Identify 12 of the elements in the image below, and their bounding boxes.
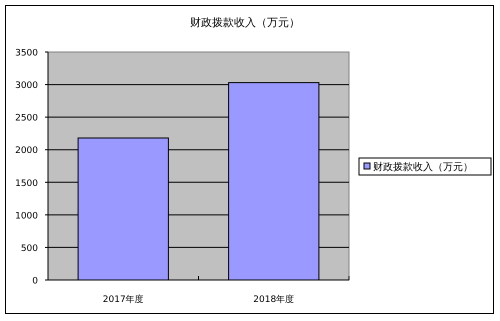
y-tick-label: 2500 — [15, 114, 38, 124]
y-tick-label: 3500 — [15, 48, 38, 58]
y-tick-label: 1000 — [15, 211, 38, 222]
x-tick-label: 2018年度 — [253, 294, 294, 305]
y-tick-label: 3000 — [15, 81, 38, 92]
chart-title: 财政拨款收入（万元） — [190, 16, 300, 29]
y-tick-label: 1500 — [15, 178, 38, 189]
y-tick-label: 500 — [20, 244, 38, 254]
y-tick-label: 2000 — [15, 146, 38, 156]
x-tick-label: 2017年度 — [102, 294, 144, 305]
legend-label: 财政拨款收入（万元） — [373, 161, 473, 173]
y-tick-label: 0 — [32, 276, 38, 286]
